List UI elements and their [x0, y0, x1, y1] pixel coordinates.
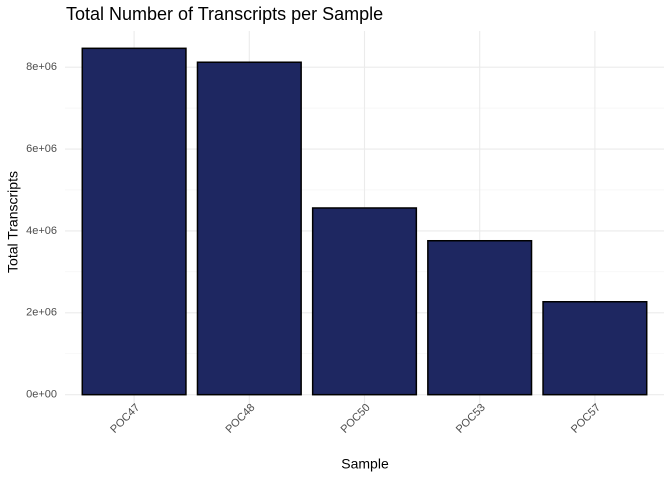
x-tick-label: POC50 [339, 402, 373, 436]
bar [311, 207, 418, 396]
y-axis-title: Total Transcripts [5, 171, 21, 273]
x-tick-label: POC57 [569, 402, 603, 436]
x-tick-label: POC53 [454, 402, 488, 436]
y-tick-label: 2e+06 [26, 307, 57, 319]
y-tick-label: 0e+00 [26, 389, 57, 401]
y-tick-label: 8e+06 [26, 61, 57, 73]
bar [81, 47, 187, 396]
bar [196, 61, 302, 396]
bar [427, 239, 533, 396]
chart-title: Total Number of Transcripts per Sample [66, 4, 383, 24]
x-axis-title: Sample [341, 456, 389, 472]
y-tick-label: 4e+06 [26, 225, 57, 237]
y-tick-label: 6e+06 [26, 143, 57, 155]
x-tick-label: POC47 [108, 402, 142, 436]
bar [542, 300, 648, 396]
x-tick-label: POC48 [223, 402, 257, 436]
